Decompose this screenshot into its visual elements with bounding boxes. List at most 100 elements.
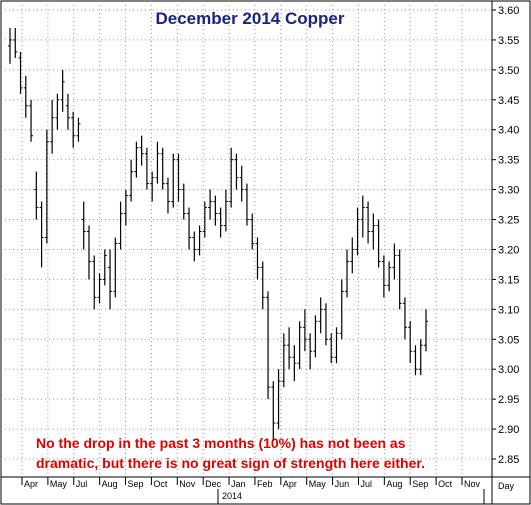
ohlc-bar	[165, 177, 170, 214]
y-tick-label: 3.15	[498, 274, 519, 286]
ohlc-bar	[424, 309, 428, 352]
x-tick-label: Nov	[464, 479, 481, 489]
ohlc-bar	[360, 195, 365, 238]
ohlc-bar	[381, 255, 386, 298]
ohlc-bar	[297, 321, 302, 370]
x-tick-label: Sep	[412, 479, 428, 489]
ohlc-bar	[355, 207, 360, 256]
ohlc-bar	[408, 321, 413, 364]
ohlc-bar	[97, 273, 102, 304]
x-axis: Apr May Jul Aug Sep Oct Nov Dec Jan Feb Apr May Jun J…	[21, 477, 485, 504]
ohlc-bar	[392, 243, 397, 280]
x-tick-label: Aug	[102, 479, 118, 489]
ohlc-bar	[329, 333, 334, 364]
right-axis-panel	[491, 0, 531, 478]
price-bars	[8, 27, 428, 442]
year-label: 2014	[222, 491, 242, 501]
ohlc-bar	[287, 327, 292, 370]
ohlc-bar	[202, 201, 207, 238]
right-axis-label: Day	[498, 481, 515, 491]
ohlc-bar	[134, 141, 139, 178]
y-tick-label: 3.05	[498, 334, 519, 346]
y-axis: 2.85 2.90 2.95 3.00 3.05 3.10 3.15 3.20 3.25 3.30…	[492, 5, 519, 466]
ohlc-bar	[313, 315, 318, 358]
plot-area	[0, 0, 493, 478]
x-tick-label: May	[309, 479, 327, 489]
ohlc-bar	[92, 255, 97, 310]
x-tick-label: May	[50, 479, 68, 489]
ohlc-bar	[318, 297, 323, 334]
ohlc-bar	[260, 261, 265, 310]
ohlc-bar	[418, 339, 423, 376]
ohlc-bar	[218, 207, 223, 238]
x-tick-label: Nov	[179, 479, 196, 489]
ohlc-bar	[366, 201, 371, 244]
ohlc-bar	[60, 69, 65, 112]
annotation-line-1: No the drop in the past 3 months (10%) h…	[36, 435, 406, 451]
ohlc-bar	[239, 165, 244, 202]
ohlc-bar	[108, 249, 113, 310]
ohlc-bar	[339, 279, 344, 340]
ohlc-bar	[44, 129, 49, 244]
ohlc-bar	[171, 153, 176, 208]
x-tick-label: Jul	[360, 479, 372, 489]
ohlc-bar	[50, 99, 55, 154]
x-tick-label: Sep	[128, 479, 144, 489]
ohlc-bar	[208, 189, 213, 220]
ohlc-bar	[192, 231, 197, 262]
y-tick-label: 2.85	[498, 454, 519, 466]
annotation-line-2: dramatic, but there is no great sign of …	[36, 455, 425, 471]
ohlc-bar	[371, 213, 376, 250]
y-tick-label: 3.30	[498, 185, 519, 197]
y-tick-label: 3.25	[498, 215, 519, 227]
y-tick-label: 3.10	[498, 304, 519, 316]
ohlc-bar	[187, 207, 192, 250]
y-tick-label: 3.45	[498, 95, 519, 107]
y-tick-label: 3.55	[498, 35, 519, 47]
ohlc-bar	[244, 183, 249, 226]
ohlc-bar	[55, 93, 60, 130]
ohlc-bar	[181, 183, 186, 220]
ohlc-bar	[129, 159, 134, 202]
y-tick-label: 3.00	[498, 364, 519, 376]
y-tick-label: 3.40	[498, 125, 519, 137]
x-tick-label: Jul	[76, 479, 88, 489]
ohlc-bar	[65, 93, 70, 130]
ohlc-bar	[223, 189, 228, 232]
ohlc-bar	[276, 369, 281, 430]
ohlc-bar	[234, 153, 239, 190]
x-tick-label: Apr	[24, 479, 38, 489]
grid	[1, 1, 492, 477]
y-tick-label: 3.20	[498, 244, 519, 256]
ohlc-bar	[176, 153, 181, 202]
ohlc-bar	[345, 249, 350, 298]
ohlc-bar	[376, 219, 381, 268]
ohlc-bar	[413, 345, 418, 376]
ohlc-bar	[102, 249, 107, 286]
ohlc-bar	[86, 225, 91, 280]
ohlc-bar	[213, 195, 218, 226]
ohlc-bar	[150, 171, 155, 202]
ohlc-bar	[308, 333, 313, 370]
x-tick-label: Dec	[205, 479, 222, 489]
ohlc-bar	[81, 201, 86, 250]
ohlc-bar	[23, 75, 28, 118]
ohlc-bar	[255, 237, 260, 280]
x-tick-label: Jun	[335, 479, 350, 489]
ohlc-bar	[292, 345, 297, 382]
y-tick-label: 3.50	[498, 65, 519, 77]
x-tick-label: Oct	[438, 479, 453, 489]
corner-panel	[491, 476, 531, 505]
ohlc-bar	[402, 297, 407, 340]
ohlc-bar	[139, 135, 144, 166]
y-tick-label: 2.95	[498, 394, 519, 406]
ohlc-bar	[123, 189, 128, 226]
y-tick-label: 3.60	[498, 5, 519, 17]
y-tick-label: 3.35	[498, 155, 519, 167]
ohlc-bar	[302, 309, 307, 352]
ohlc-bar	[71, 111, 76, 148]
ohlc-bar	[387, 261, 392, 292]
ohlc-bar	[229, 147, 234, 208]
ohlc-bar	[113, 237, 118, 298]
ohlc-bar	[350, 237, 355, 274]
